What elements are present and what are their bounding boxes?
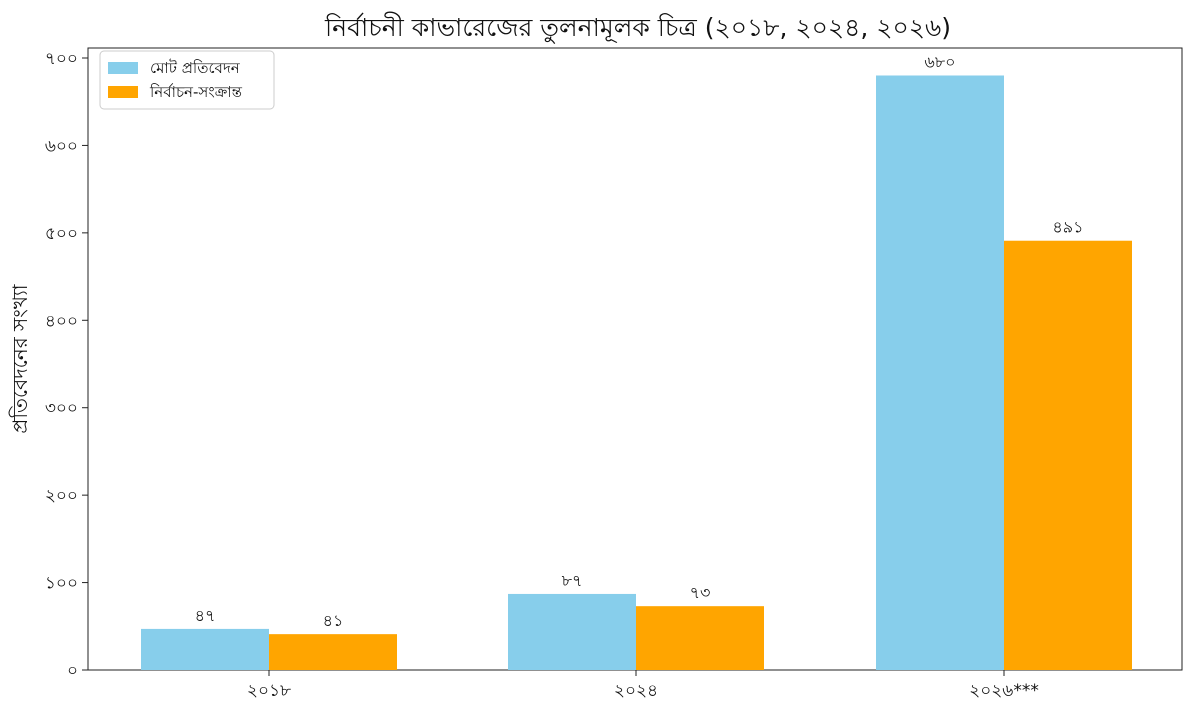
y-tick-label: ৩০০ [45,399,78,419]
chart-title: নির্বাচনী কাভারেজের তুলনামূলক চিত্র (২০১… [324,12,951,44]
y-axis-ticks: ০ ১০০ ২০০ ৩০০ ৪০০ ৫০০ ৬০০ ৭০০ [45,49,88,681]
bar-value-label: ৪৭ [195,606,216,625]
y-tick-label: ২০০ [45,486,78,506]
bar-value-label: ৮৭ [562,571,583,590]
bar-total-reports [141,628,269,670]
bar-election-related [269,634,397,670]
bar-value-labels: ৪৭ ৪১ ৮৭ ৭৩ ৬৮০ ৪৯১ [195,52,1084,630]
legend: মোট প্রতিবেদন নির্বাচন-সংক্রান্ত [99,50,275,110]
legend-swatch-total-reports [108,62,138,74]
bar-groups [141,75,1132,670]
y-axis-label: প্রতিবেদনের সংখ্যা [8,283,32,433]
y-tick-label: ৭০০ [45,49,78,69]
bar-election-related [1004,240,1132,670]
y-tick-label: ১০০ [45,574,78,594]
y-tick-label: ৪০০ [45,311,78,331]
x-tick-label: ২০১৮ [247,681,291,701]
bar-total-reports [876,75,1004,670]
bar-value-label: ৬৮০ [924,52,955,71]
y-tick-label: ০ [67,661,78,681]
x-tick-label: ২০২৪ [614,681,658,701]
x-axis-ticks: ২০১৮ ২০২৪ ২০২৬*** [247,670,1039,701]
y-tick-label: ৬০০ [45,136,78,156]
bar-value-label: ৪১ [323,611,344,630]
legend-box [99,50,275,110]
bar-value-label: ৭৩ [690,583,711,602]
legend-label-election-related: নির্বাচন-সংক্রান্ত [149,83,243,101]
bar-election-related [636,606,764,670]
bar-value-label: ৪৯১ [1052,218,1083,237]
legend-swatch-election-related [108,86,138,98]
legend-label-total-reports: মোট প্রতিবেদন [150,59,241,77]
bar-total-reports [508,593,636,670]
y-tick-label: ৫০০ [45,224,78,244]
x-tick-label: ২০২৬*** [969,681,1039,701]
